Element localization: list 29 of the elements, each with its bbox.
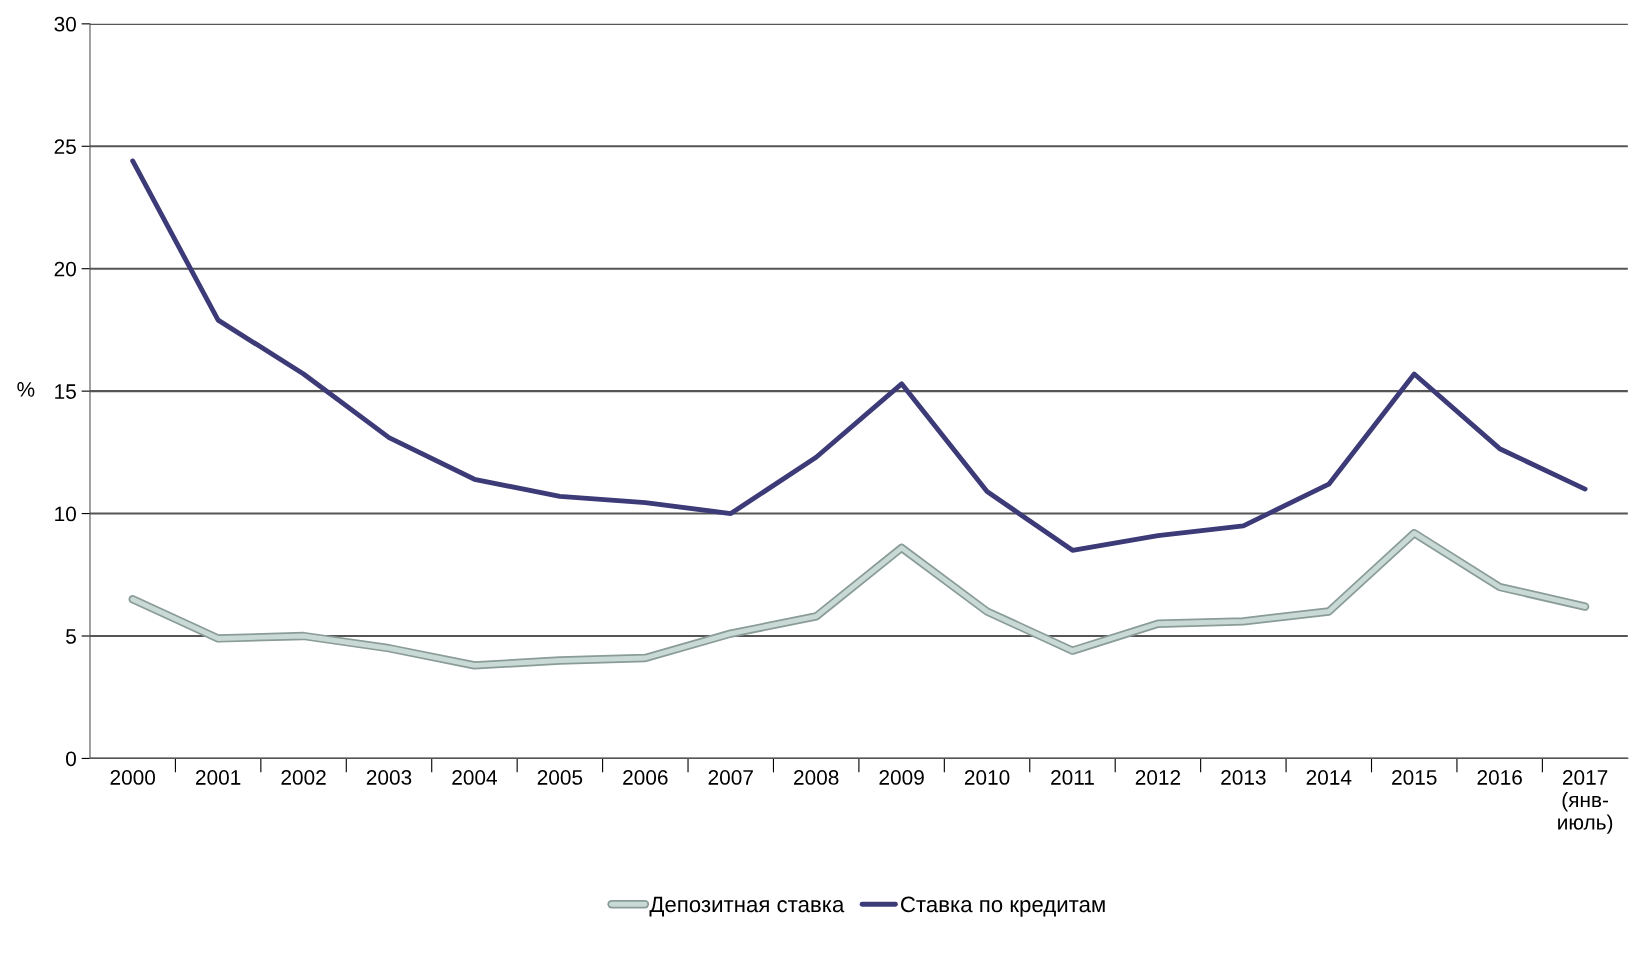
x-tick-label: 2014 bbox=[1306, 770, 1352, 785]
y-tick-label: 10 bbox=[55, 506, 76, 522]
x-tick-label: 2010 bbox=[964, 770, 1010, 785]
y-tick-label: 15 bbox=[55, 384, 76, 399]
y-tick-label: 30 bbox=[54, 16, 76, 32]
x-tick-label: 2017 (янв- июль) bbox=[1558, 770, 1613, 834]
x-tick-label: 2001 bbox=[196, 770, 241, 785]
y-tick-label: 25 bbox=[54, 139, 76, 155]
x-tick-label: 2006 bbox=[623, 770, 668, 785]
x-tick-label: 2000 bbox=[110, 770, 156, 785]
x-tick-label: 2011 bbox=[1051, 770, 1094, 785]
x-tick-label: 2013 bbox=[1221, 770, 1266, 785]
x-tick-label: 2007 bbox=[708, 770, 753, 785]
y-axis-title: % bbox=[17, 382, 35, 397]
x-tick-label: 2009 bbox=[879, 770, 924, 785]
x-tick-label: 2012 bbox=[1135, 770, 1181, 785]
y-tick-label: 20 bbox=[54, 261, 76, 277]
x-tick-label: 2005 bbox=[537, 770, 583, 785]
legend-label: Депозитная ставка bbox=[649, 896, 845, 917]
x-tick-label: 2002 bbox=[281, 770, 326, 785]
y-tick-label: 5 bbox=[66, 629, 76, 644]
legend-label: Ставка по кредитам bbox=[901, 896, 1105, 917]
x-tick-label: 2008 bbox=[794, 770, 839, 785]
x-tick-label: 2016 bbox=[1477, 770, 1522, 785]
line-series bbox=[130, 158, 1588, 553]
x-tick-label: 2015 bbox=[1392, 770, 1437, 785]
y-tick-label: 0 bbox=[66, 751, 76, 767]
x-tick-label: 2003 bbox=[366, 770, 412, 785]
x-tick-label: 2004 bbox=[452, 770, 498, 785]
